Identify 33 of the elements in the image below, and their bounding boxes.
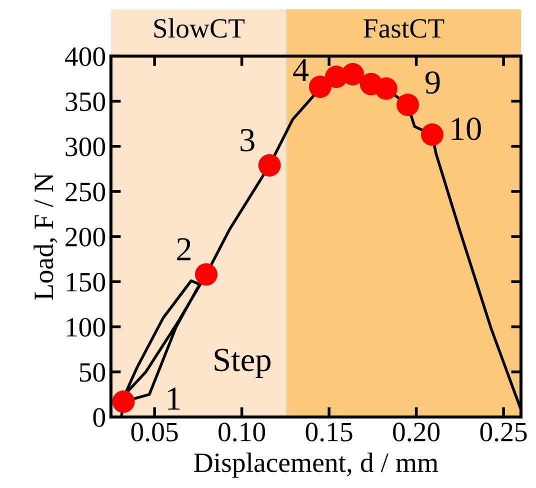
annotation: Step bbox=[214, 348, 270, 378]
y-tick-label: 100 bbox=[66, 318, 106, 337]
y-tick-label: 150 bbox=[66, 272, 106, 292]
y-tick-label: 300 bbox=[66, 138, 106, 156]
annotation: 2 bbox=[177, 238, 190, 260]
point bbox=[396, 94, 419, 116]
y-axis-title: Load, F / N bbox=[34, 173, 58, 300]
point bbox=[342, 62, 364, 86]
point bbox=[374, 77, 398, 100]
y-tick-label: 400 bbox=[64, 47, 106, 66]
y-tick-label: 250 bbox=[66, 182, 106, 202]
x-tick-label: 0.15 bbox=[306, 422, 352, 442]
x-tick-label: 0.20 bbox=[393, 422, 440, 442]
point bbox=[308, 76, 332, 98]
y-tick-label: 350 bbox=[66, 92, 106, 112]
annotation: 4 bbox=[293, 58, 309, 81]
annotation: 10 bbox=[452, 118, 481, 140]
y-tick-label: 50 bbox=[80, 363, 106, 382]
x-tick-label: 0.10 bbox=[218, 422, 266, 442]
y-tick-label: 0 bbox=[93, 408, 106, 427]
point bbox=[195, 263, 218, 286]
point bbox=[420, 123, 444, 146]
x-tick-label: 0.25 bbox=[480, 422, 527, 442]
annotation: 3 bbox=[240, 129, 254, 152]
point bbox=[258, 154, 281, 176]
x-tick-label: 0.05 bbox=[131, 422, 178, 442]
band-label: SlowCT bbox=[154, 18, 245, 38]
x-axis-title: Displacement, d / mm bbox=[194, 452, 438, 478]
point bbox=[112, 390, 135, 413]
annotation: 1 bbox=[168, 388, 180, 410]
y-tick-label: 200 bbox=[66, 228, 106, 246]
band-label: FastCT bbox=[364, 19, 444, 38]
annotation: 9 bbox=[425, 71, 440, 94]
